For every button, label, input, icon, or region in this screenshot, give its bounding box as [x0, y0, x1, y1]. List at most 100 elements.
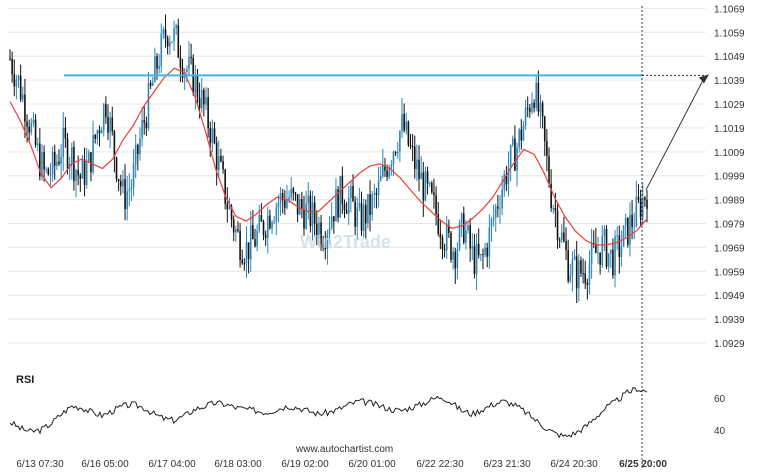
candle-body — [418, 159, 420, 180]
candle-body — [377, 180, 380, 195]
candle-body — [320, 222, 322, 245]
candle-body — [30, 122, 33, 133]
candle-body — [66, 138, 69, 169]
candle-body — [128, 189, 131, 192]
candle-body — [509, 144, 512, 168]
candle-body — [588, 263, 591, 286]
candle-body — [595, 244, 597, 253]
time-tick-label: 6/24 20:30 — [550, 459, 598, 470]
price-tick-label: 1.0929 — [714, 339, 745, 350]
candle-body — [646, 199, 648, 209]
candle-body — [149, 83, 152, 86]
candle-body — [388, 167, 391, 177]
time-tick-label: 6/19 02:00 — [281, 459, 329, 470]
candle-body — [362, 204, 365, 231]
candle-body — [75, 170, 77, 181]
candle-body — [241, 259, 244, 264]
candle-body — [41, 152, 43, 177]
candle-body — [305, 203, 307, 229]
candle-body — [277, 203, 280, 208]
candle-body — [269, 215, 271, 229]
candle-body — [571, 259, 574, 276]
candle-body — [11, 58, 13, 75]
candle-body — [501, 189, 503, 209]
candle-body — [273, 221, 275, 223]
time-axis: 6/13 07:30 6/16 05:00 6/17 04:00 6/18 03:00… — [16, 459, 667, 470]
candle-body — [460, 213, 463, 224]
candle-body — [467, 225, 469, 231]
candle-body — [117, 179, 120, 182]
resistance-level-group — [64, 6, 709, 470]
candle-body — [548, 156, 550, 184]
candle-body — [396, 151, 399, 154]
candle-body — [160, 33, 163, 67]
candle-body — [62, 127, 65, 157]
candle-body — [28, 126, 30, 133]
candle-body — [196, 74, 199, 98]
candle-body — [529, 108, 531, 112]
watermark-text: Win2Trade — [300, 232, 391, 252]
candle-body — [539, 102, 542, 112]
candle-body — [441, 237, 444, 249]
candle-body — [607, 253, 610, 267]
candle-body — [399, 131, 401, 152]
candle-body — [51, 151, 54, 175]
candle-body — [624, 217, 627, 226]
candle-body — [492, 217, 495, 220]
candle-body — [36, 143, 39, 146]
candle-body — [582, 273, 584, 275]
candle-body — [275, 207, 278, 222]
candle-body — [497, 206, 499, 209]
price-tick-label: 1.1039 — [714, 76, 745, 87]
candle-body — [39, 143, 41, 177]
candle-body — [19, 75, 22, 100]
candle-body — [113, 131, 116, 158]
candle-body — [386, 170, 388, 177]
candle-body — [147, 83, 150, 129]
candle-body — [79, 175, 82, 179]
candle-body — [616, 235, 618, 237]
candle-body — [318, 222, 320, 236]
candle-body — [98, 130, 101, 134]
candle-body — [543, 116, 546, 142]
candle-body — [639, 199, 642, 218]
candle-body — [488, 227, 491, 257]
candle-body — [403, 113, 405, 131]
candle-body — [578, 260, 580, 289]
candle-body — [313, 202, 316, 224]
candle-body — [556, 211, 559, 240]
candle-body — [371, 194, 373, 215]
candle-body — [43, 152, 45, 170]
candle-body — [286, 199, 288, 208]
price-tick-label: 1.0959 — [714, 267, 745, 278]
candle-body — [541, 102, 544, 117]
candle-body — [158, 66, 160, 69]
candle-body — [53, 151, 56, 166]
candlestick-series — [9, 14, 648, 303]
candle-body — [354, 201, 356, 227]
candle-body — [290, 188, 293, 198]
candle-body — [411, 146, 414, 148]
candle-body — [96, 130, 99, 139]
candle-body — [309, 195, 312, 227]
candle-body — [443, 248, 446, 251]
candle-body — [119, 181, 122, 187]
time-tick-label: 6/23 21:30 — [483, 459, 531, 470]
candle-body — [32, 119, 35, 123]
candle-body — [537, 82, 540, 112]
candle-body — [533, 102, 535, 108]
candle-body — [88, 152, 90, 163]
candle-body — [335, 189, 337, 222]
candle-body — [480, 254, 482, 256]
candle-body — [243, 263, 246, 265]
moving-average-series — [9, 67, 648, 246]
candle-body — [452, 251, 454, 260]
candle-body — [168, 42, 171, 47]
candle-body — [475, 243, 478, 274]
price-tick-label: 1.1069 — [714, 4, 745, 15]
candle-body — [458, 223, 461, 249]
candle-body — [211, 128, 214, 144]
candle-body — [311, 202, 314, 227]
candle-body — [420, 172, 422, 180]
price-tick-label: 1.0939 — [714, 315, 745, 326]
